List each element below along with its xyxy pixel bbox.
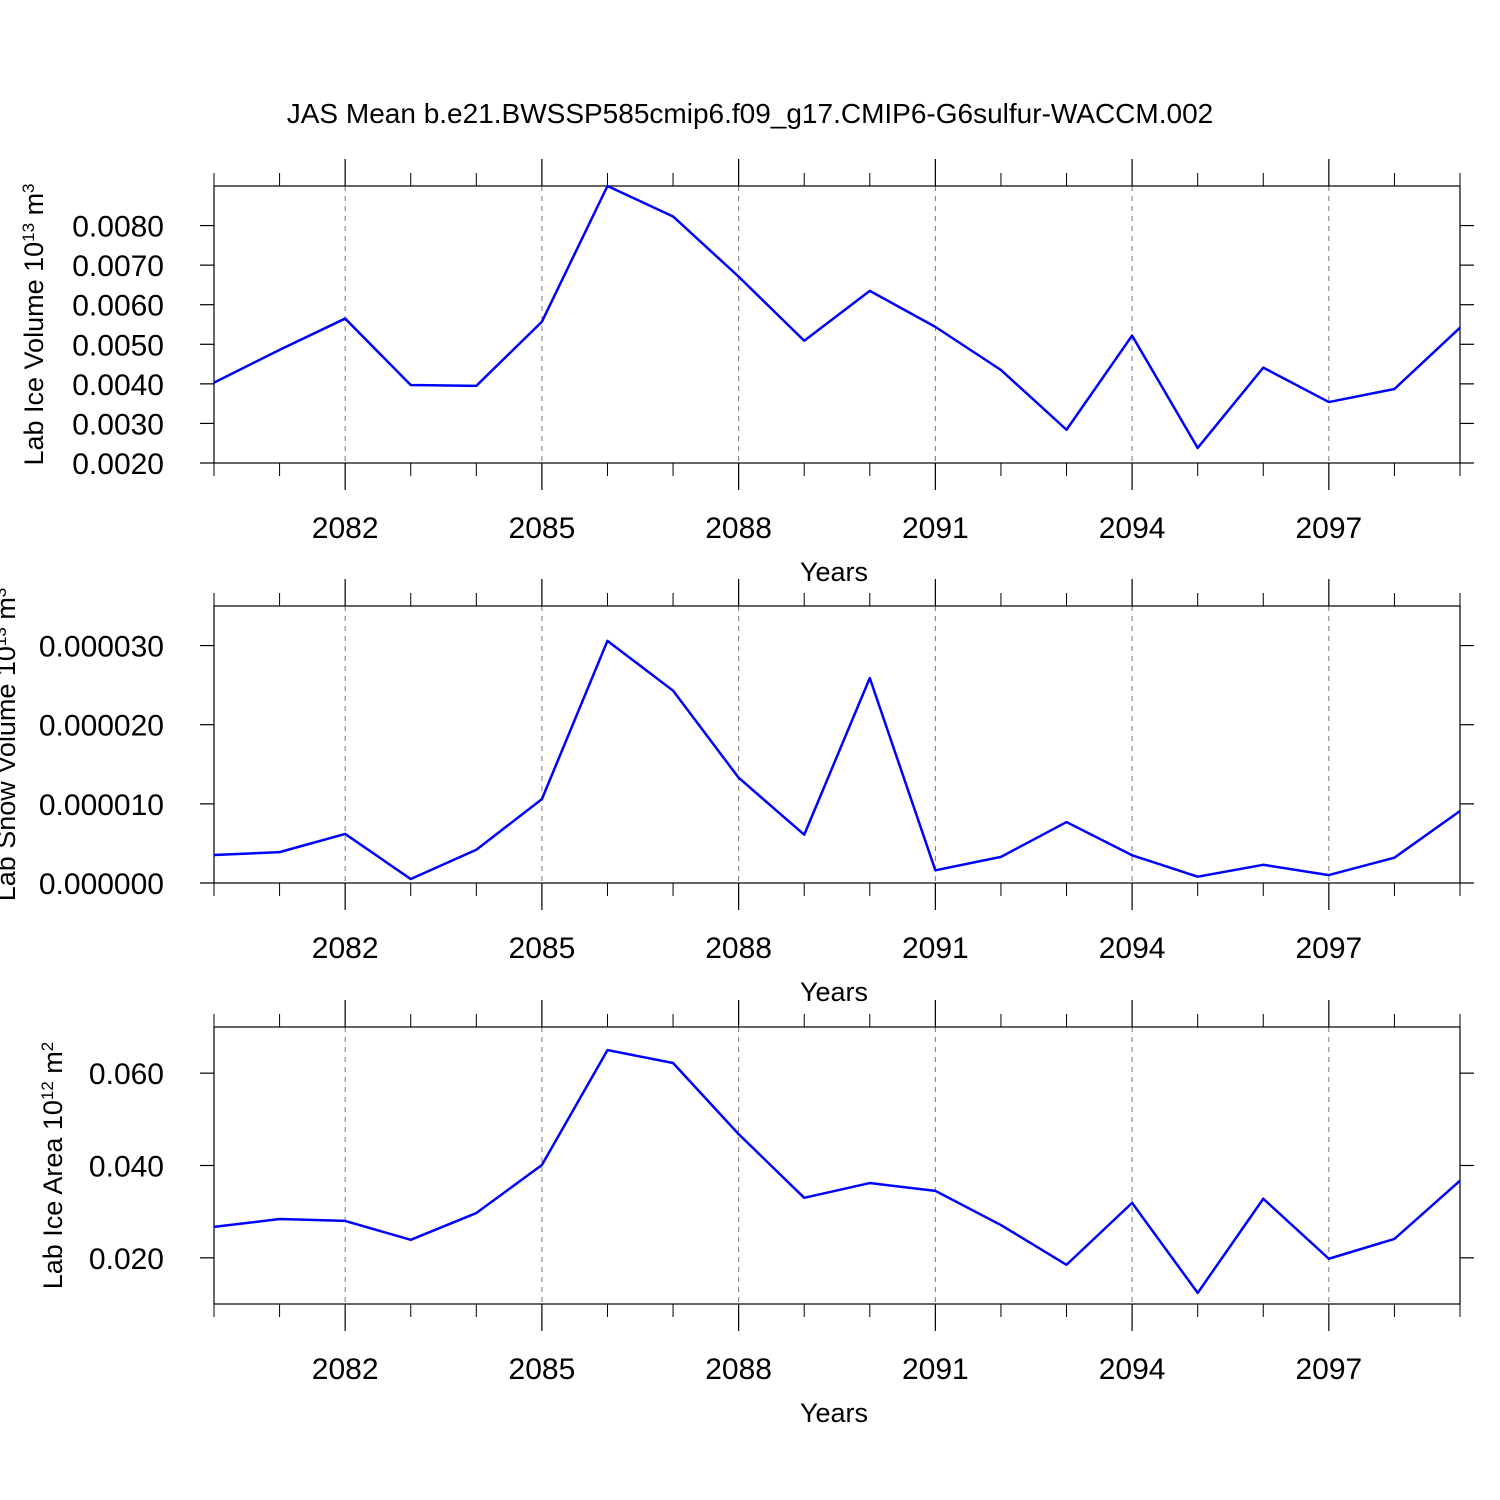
data-line (213, 639, 1461, 881)
x-tick-label: 2094 (1099, 512, 1166, 545)
y-axis-title-part: Lab Ice Area 10 (38, 1100, 68, 1289)
y-axis-title-part: m (19, 193, 49, 223)
x-tick-label: 2091 (902, 512, 969, 545)
y-axis-title-part: 3 (0, 588, 10, 597)
x-tick-label: 2085 (509, 512, 576, 545)
y-axis-title-part: m (38, 1051, 68, 1081)
y-axis-title-part: m (0, 597, 21, 627)
y-tick-label: 0.000010 (39, 789, 164, 822)
x-tick-label: 2094 (1099, 932, 1166, 965)
x-tick-label: 2088 (705, 932, 772, 965)
data-line (213, 184, 1461, 450)
y-tick-label: 0.000030 (39, 631, 164, 664)
data-line (213, 1048, 1461, 1295)
x-axis-title: Years (800, 977, 868, 1007)
x-axis-title: Years (800, 557, 868, 587)
x-tick-label: 2097 (1295, 932, 1362, 965)
x-tick-label: 2082 (312, 512, 379, 545)
y-axis-title-part: 2 (38, 1042, 57, 1051)
y-axis-title-part: 13 (19, 223, 38, 242)
y-tick-label: 0.0040 (72, 369, 164, 402)
y-axis-title-part: Lab Ice Volume 10 (19, 242, 49, 466)
y-tick-label: 0.0030 (72, 408, 164, 441)
y-axis-title: Lab Snow Volume 1013 m3 (0, 588, 21, 902)
plot-frame (213, 185, 1461, 464)
y-tick-label: 0.0070 (72, 250, 164, 283)
y-tick-label: 0.0060 (72, 290, 164, 323)
y-tick-label: 0.0080 (72, 211, 164, 244)
x-tick-label: 2082 (312, 1353, 379, 1386)
y-axis-title-part: Lab Snow Volume 10 (0, 646, 21, 901)
x-tick-label: 2091 (902, 1353, 969, 1386)
x-tick-label: 2097 (1295, 1353, 1362, 1386)
plot-frame (213, 605, 1461, 884)
y-tick-label: 0.000020 (39, 710, 164, 743)
y-tick-label: 0.0050 (72, 329, 164, 362)
y-axis-title-part: 12 (38, 1081, 57, 1100)
y-tick-label: 0.060 (89, 1058, 164, 1091)
figure-title: JAS Mean b.e21.BWSSP585cmip6.f09_g17.CMI… (287, 98, 1213, 129)
x-tick-label: 2082 (312, 932, 379, 965)
y-tick-label: 0.0020 (72, 448, 164, 481)
x-tick-label: 2088 (705, 1353, 772, 1386)
y-tick-label: 0.040 (89, 1151, 164, 1184)
x-tick-label: 2091 (902, 932, 969, 965)
x-tick-label: 2085 (509, 1353, 576, 1386)
plot-frame (213, 1026, 1461, 1305)
y-axis-title: Lab Ice Area 1012 m2 (38, 1042, 69, 1290)
x-axis-title: Years (800, 1398, 868, 1428)
x-tick-label: 2097 (1295, 512, 1362, 545)
x-tick-label: 2088 (705, 512, 772, 545)
y-tick-label: 0.000000 (39, 868, 164, 901)
y-axis-title-part: 3 (19, 183, 38, 192)
y-tick-label: 0.020 (89, 1243, 164, 1276)
y-axis-title: Lab Ice Volume 1013 m3 (19, 183, 50, 465)
y-axis-title-part: 13 (0, 627, 10, 646)
x-tick-label: 2085 (509, 932, 576, 965)
x-tick-label: 2094 (1099, 1353, 1166, 1386)
